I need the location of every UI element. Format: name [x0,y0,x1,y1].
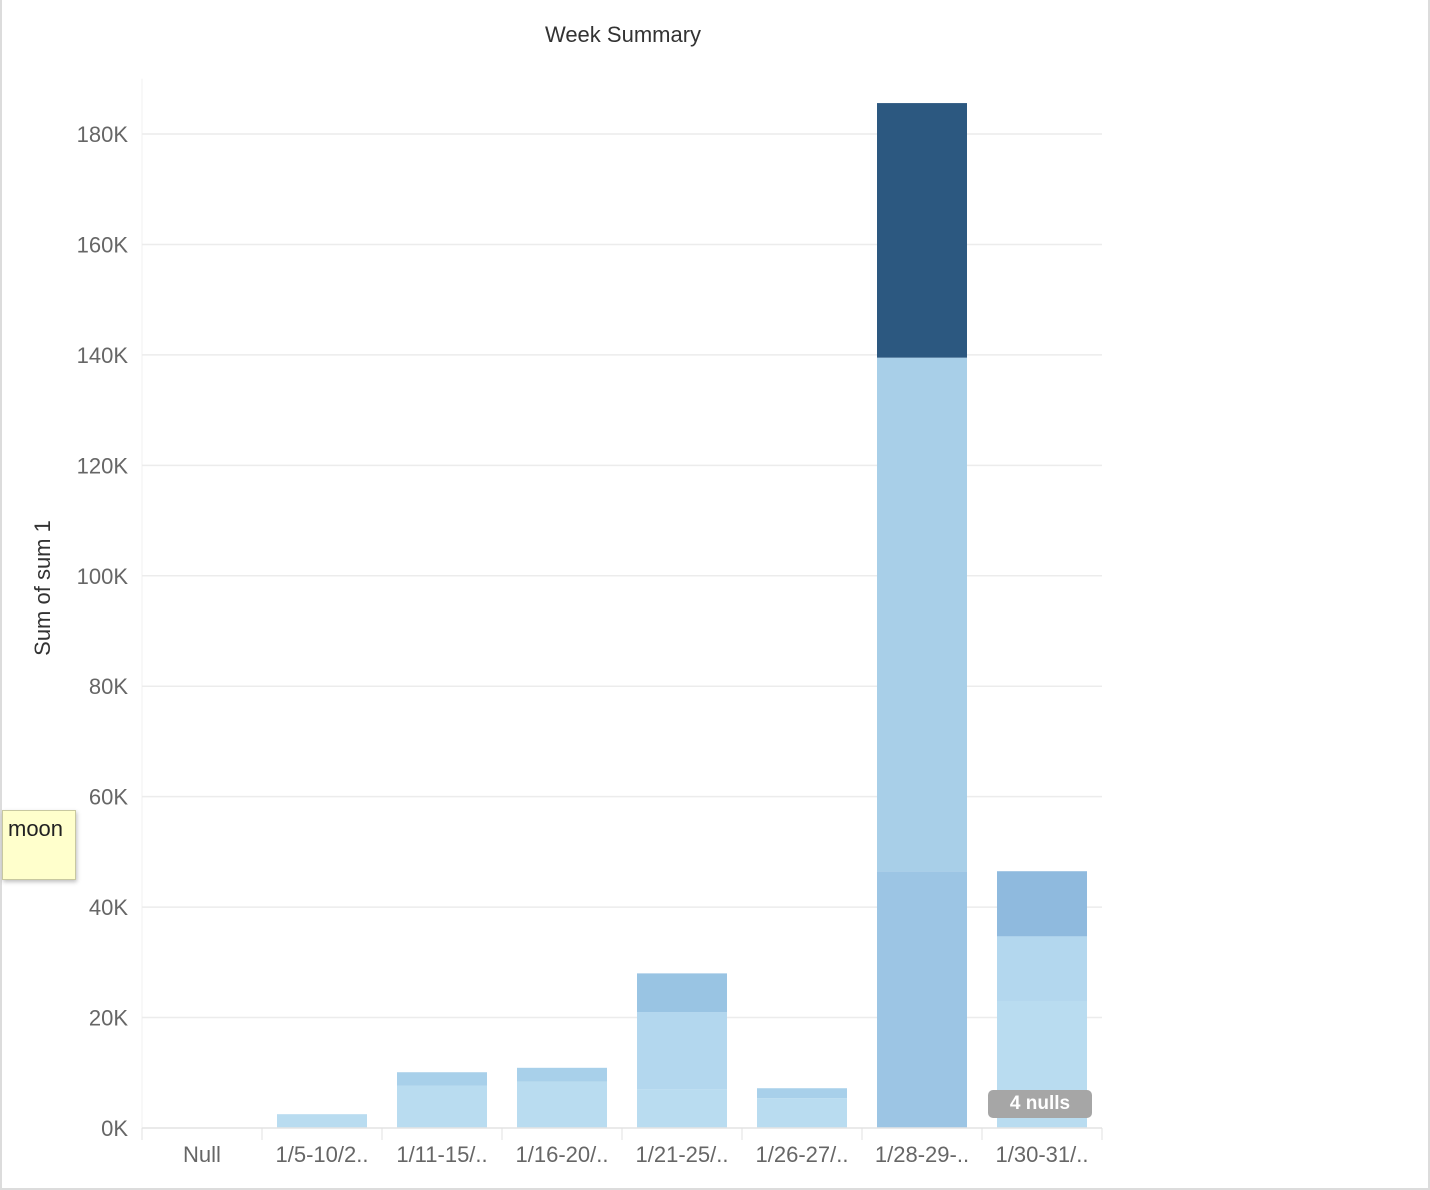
y-tick-label: 180K [77,122,129,147]
x-tick-label: 1/21-25/.. [636,1142,729,1167]
y-tick-label: 80K [89,674,128,699]
bar-segment[interactable] [517,1081,607,1128]
x-tick-label: Null [183,1142,221,1167]
y-tick-label: 100K [77,564,129,589]
nulls-indicator-text: 4 nulls [1009,1093,1071,1114]
y-tick-label: 20K [89,1006,128,1031]
y-tick-label: 120K [77,453,129,478]
annotation-note-text: moon [8,816,64,841]
bar-segment[interactable] [277,1114,367,1128]
y-axis-label: Sum of sum 1 [30,520,55,656]
bar-layer [277,103,1087,1128]
x-tick-label: 1/30-31/.. [996,1142,1089,1167]
bar-segment[interactable] [637,1089,727,1128]
bar-segment[interactable] [877,103,967,358]
x-tick-label: 1/5-10/2.. [276,1142,369,1167]
y-tick-label: 0K [101,1116,128,1141]
bar-segment[interactable] [637,1012,727,1090]
chart-title: Week Summary [545,22,701,47]
bar-segment[interactable] [397,1085,487,1128]
bar-segment[interactable] [877,871,967,1128]
bar-segment[interactable] [397,1072,487,1086]
bar-segment[interactable] [877,357,967,872]
bar-segment[interactable] [757,1098,847,1128]
x-tick-label: 1/16-20/.. [516,1142,609,1167]
y-tick-label: 60K [89,785,128,810]
bar-segment[interactable] [997,936,1087,1001]
y-tick-label: 160K [77,232,129,257]
bar-segment[interactable] [517,1067,607,1082]
nulls-indicator-badge[interactable]: 4 nulls [988,1090,1092,1118]
y-tick-label: 40K [89,895,128,920]
bar-segment[interactable] [757,1088,847,1099]
axis-layer: 0K 20K 40K 60K 80K 100K 120K 140K 160K 180K Null 1/… [77,122,1103,1167]
bar-segment[interactable] [637,973,727,1013]
y-tick-label: 140K [77,343,129,368]
x-tick-label: 1/11-15/.. [396,1142,487,1167]
bar-segment[interactable] [997,871,1087,937]
x-tick-label: 1/28-29-.. [875,1142,969,1167]
annotation-note[interactable]: moon [2,810,76,880]
x-tick-label: 1/26-27/.. [756,1142,849,1167]
